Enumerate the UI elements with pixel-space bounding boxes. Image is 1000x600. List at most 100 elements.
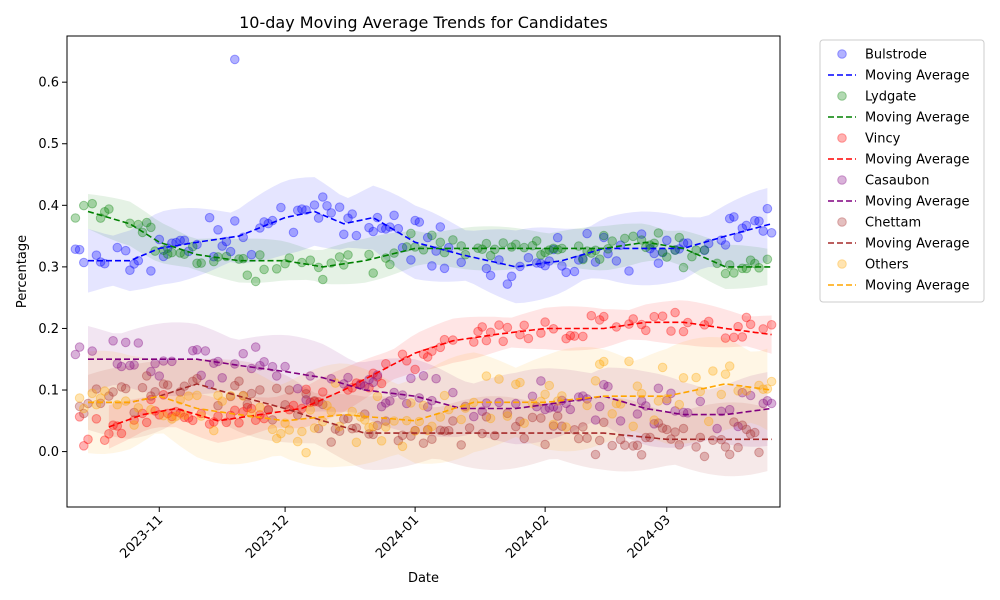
data-point [607,409,618,419]
data-point [737,387,748,398]
data-point [498,238,509,248]
data-point [242,402,253,413]
data-point [70,349,81,360]
data-point [393,435,404,446]
confidence-band [88,194,768,289]
data-point [406,431,416,441]
data-point [678,423,689,434]
data-point [649,415,660,425]
data-point [695,396,706,407]
data-point [364,249,374,260]
data-point [242,270,253,281]
data-point [578,331,588,342]
data-point [536,396,546,407]
data-point [502,322,513,333]
data-point [309,200,320,210]
data-point [565,404,576,415]
data-point [456,257,467,268]
data-point [263,405,274,415]
moving-average-line [88,383,772,422]
data-point [515,329,525,340]
data-point [284,253,295,263]
data-point [376,436,387,446]
data-point [318,387,328,397]
data-point [594,359,605,370]
data-point [217,373,227,383]
data-point [225,246,236,257]
y-tick-label: 0.4 [38,199,59,214]
data-point [99,435,110,446]
data-point [691,442,701,452]
data-point [548,421,559,431]
data-point [116,361,127,372]
data-point [230,216,240,226]
data-point [741,312,752,323]
data-point [540,260,550,271]
data-point [662,424,672,435]
data-point [724,404,735,415]
data-point [674,440,685,450]
data-point [104,391,114,401]
data-point [511,239,521,250]
data-point [745,390,756,401]
data-point [699,245,710,256]
data-point [418,245,429,255]
moving-average-line [88,358,772,416]
data-point [104,429,114,439]
data-point [255,385,265,395]
data-point [259,264,269,275]
data-point [301,384,311,395]
data-point [381,416,391,426]
data-point [594,254,605,265]
data-point [741,263,752,274]
data-point [481,238,492,249]
data-point [192,345,202,355]
data-point [133,338,144,348]
data-point [636,450,647,460]
data-point [305,255,316,266]
data-point [322,201,332,211]
data-point [213,400,223,411]
confidence-band [108,300,772,449]
data-point [401,356,412,366]
data-point [255,250,265,260]
data-point [762,396,773,406]
data-point [586,310,597,321]
data-point [183,391,194,401]
data-point [385,259,395,270]
data-point [246,363,257,374]
data-point [536,376,546,386]
legend-label: Moving Average [865,237,969,252]
data-point [716,389,727,400]
data-point [439,263,450,274]
x-axis: 2023-11 2023-12 2024-01 2024-02 2024-03 [117,507,674,562]
x-tick-label: 2024-02 [503,513,552,562]
data-point [406,398,416,408]
data-point [339,379,349,389]
data-point [611,256,622,266]
data-point [397,430,408,441]
data-point [422,402,433,412]
data-point [594,435,605,446]
data-point [288,400,299,411]
data-point [246,403,257,414]
data-point [523,252,534,263]
data-point [150,387,160,397]
data-point [565,330,576,341]
data-point [536,250,546,260]
data-point [267,424,278,435]
data-point [628,231,639,242]
data-point [708,435,718,446]
data-point [422,232,433,243]
data-point [234,376,244,387]
data-point [87,346,97,356]
data-point [238,407,248,417]
data-point [481,371,492,381]
moving-average-line [108,321,772,428]
data-point [590,415,601,425]
data-point [221,236,232,247]
data-point [557,421,567,432]
data-point [141,217,152,228]
data-point [691,245,701,255]
